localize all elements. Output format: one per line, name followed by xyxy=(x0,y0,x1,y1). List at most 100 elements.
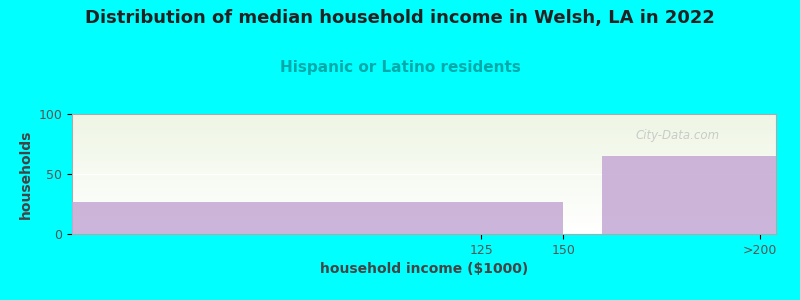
Bar xyxy=(72,152,776,154)
Text: Hispanic or Latino residents: Hispanic or Latino residents xyxy=(279,60,521,75)
Bar xyxy=(72,173,776,174)
Bar xyxy=(72,127,776,128)
Bar xyxy=(72,232,776,233)
Bar xyxy=(72,137,776,138)
Bar xyxy=(72,193,776,194)
Bar xyxy=(72,158,776,160)
Bar xyxy=(72,176,776,178)
Bar xyxy=(72,221,776,222)
Bar xyxy=(72,202,776,203)
Bar xyxy=(72,228,776,229)
X-axis label: household income ($1000): household income ($1000) xyxy=(320,262,528,276)
Bar xyxy=(72,124,776,125)
Bar xyxy=(72,208,776,209)
Bar xyxy=(72,118,776,119)
Bar xyxy=(72,164,776,166)
Bar xyxy=(72,198,776,199)
Bar xyxy=(72,131,776,132)
Bar xyxy=(72,119,776,120)
Bar xyxy=(72,192,776,193)
Bar xyxy=(72,187,776,188)
Bar xyxy=(72,185,776,186)
Bar xyxy=(72,170,776,172)
Bar xyxy=(72,138,776,139)
Bar xyxy=(72,181,776,182)
Bar xyxy=(72,222,776,223)
Bar xyxy=(72,130,776,131)
Bar xyxy=(72,226,776,227)
Bar xyxy=(72,168,776,169)
Bar xyxy=(72,224,776,226)
Bar xyxy=(72,151,776,152)
Bar xyxy=(72,191,776,192)
Bar xyxy=(72,188,776,190)
Bar xyxy=(72,166,776,167)
Text: City-Data.com: City-Data.com xyxy=(635,129,719,142)
Bar xyxy=(72,212,776,214)
Bar xyxy=(72,218,776,220)
Bar xyxy=(72,148,776,149)
Bar xyxy=(72,160,776,161)
Bar xyxy=(72,169,776,170)
Bar xyxy=(72,150,776,151)
Bar xyxy=(72,128,776,130)
Bar xyxy=(72,154,776,155)
Bar xyxy=(72,203,776,204)
Bar xyxy=(72,184,776,185)
Bar xyxy=(72,122,776,124)
Bar xyxy=(72,217,776,218)
Bar xyxy=(72,156,776,157)
Bar xyxy=(72,140,776,142)
Bar xyxy=(72,162,776,163)
Bar xyxy=(602,156,776,234)
Bar xyxy=(72,229,776,230)
Bar xyxy=(72,197,776,198)
Bar xyxy=(72,144,776,145)
Bar xyxy=(72,139,776,140)
Bar xyxy=(72,210,776,211)
Bar xyxy=(72,149,776,150)
Bar xyxy=(72,143,776,144)
Bar xyxy=(72,230,776,232)
Bar xyxy=(72,216,776,217)
Bar xyxy=(72,161,776,162)
Bar xyxy=(72,121,776,122)
Bar xyxy=(72,233,776,234)
Bar xyxy=(72,205,776,206)
Bar xyxy=(72,134,776,136)
Bar xyxy=(72,204,776,205)
Bar xyxy=(72,132,776,133)
Bar xyxy=(72,194,776,196)
Bar xyxy=(72,115,776,116)
Bar xyxy=(72,223,776,224)
Bar xyxy=(72,199,776,200)
Bar xyxy=(72,133,776,134)
Bar xyxy=(72,175,776,176)
Y-axis label: households: households xyxy=(19,129,33,219)
Bar xyxy=(72,163,776,164)
Bar xyxy=(72,182,776,184)
Bar xyxy=(72,209,776,210)
Bar xyxy=(72,114,776,115)
Bar xyxy=(72,125,776,126)
Bar xyxy=(72,136,776,137)
Bar xyxy=(72,200,776,202)
Bar xyxy=(72,206,776,208)
Bar xyxy=(72,120,776,121)
Bar xyxy=(72,157,776,158)
Bar xyxy=(72,220,776,221)
Bar xyxy=(72,172,776,173)
Bar xyxy=(72,215,776,216)
Bar xyxy=(72,202,563,234)
Bar xyxy=(72,196,776,197)
Bar xyxy=(72,142,776,143)
Bar xyxy=(72,179,776,180)
Text: Distribution of median household income in Welsh, LA in 2022: Distribution of median household income … xyxy=(85,9,715,27)
Bar xyxy=(72,145,776,146)
Bar xyxy=(72,178,776,179)
Bar xyxy=(72,211,776,212)
Bar xyxy=(72,186,776,187)
Bar xyxy=(72,214,776,215)
Bar xyxy=(72,155,776,156)
Bar xyxy=(72,146,776,148)
